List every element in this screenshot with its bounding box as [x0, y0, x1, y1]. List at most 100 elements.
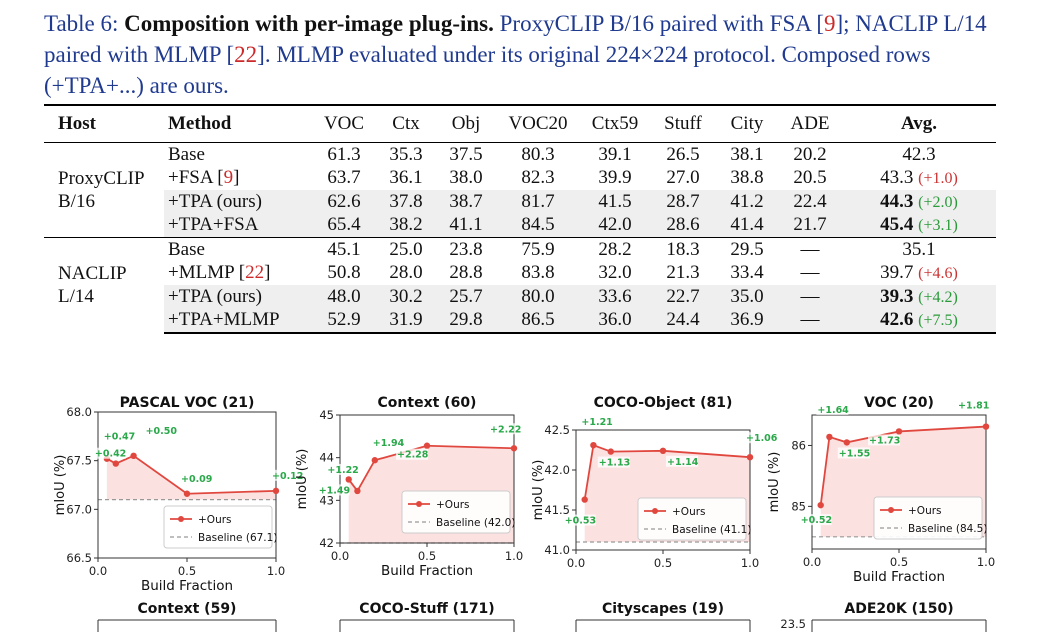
annotation-bg: [144, 424, 177, 436]
y-axis-label: mIoU (%): [53, 455, 68, 516]
chart-title: Cityscapes (19): [602, 601, 724, 617]
value-cell: 18.3: [650, 237, 716, 262]
chart-title: Context (60): [378, 395, 477, 411]
gain-annotation: +1.64: [817, 405, 849, 416]
table-row: ProxyCLIP B/16 Base 61.3 35.3 37.5 80.3 39.1 26.…: [44, 143, 996, 212]
y-tick-label: 23.5: [780, 617, 806, 631]
value-cell: 25.7: [436, 285, 496, 309]
x-tick-label: 1.0: [267, 564, 285, 578]
x-tick-label: 0.5: [418, 549, 436, 563]
data-point: [746, 454, 754, 461]
host-name: ProxyCLIP: [58, 167, 145, 189]
host-cell: ProxyCLIP B/16: [44, 143, 164, 238]
gain-area: [106, 455, 277, 500]
y-tick-label: 41.5: [544, 503, 570, 517]
value-cell: 21.3: [666, 262, 700, 284]
y-tick-label: 67.0: [66, 502, 92, 516]
value-cell: 29.8: [436, 308, 496, 334]
value-cell: 75.9: [496, 237, 580, 262]
data-point: [982, 423, 990, 430]
caption-cite-2[interactable]: 22: [234, 42, 258, 67]
caption-label: Table 6:: [44, 11, 119, 36]
table-row: +FSA [9] 63.7 36.1 38.0 82.3 39.9 27.0 38.8 20.5…: [44, 167, 996, 191]
y-tick-label: 85: [791, 499, 806, 513]
header-stuff: Stuff: [650, 104, 716, 143]
legend-series-marker: [652, 508, 658, 514]
avg-cell: 39.3 (+4.2): [842, 285, 996, 309]
x-tick-label: 0.5: [178, 564, 196, 578]
y-axis-label: mIoU (%): [295, 449, 310, 510]
header-ctx: Ctx: [376, 104, 436, 143]
value-cell: 38.2: [376, 213, 436, 238]
y-tick-label: 66.5: [66, 551, 92, 565]
value-cell: 41.5: [580, 190, 650, 214]
y-tick-label: 42: [319, 536, 334, 550]
annotation-bg: [666, 455, 698, 467]
caption-title: Composition with per-image plug-ins.: [124, 11, 494, 36]
figure-charts: PASCAL VOC (21) 66.5 67.0 67.5 68.0 0.0 0.5 1.0…: [0, 385, 1063, 632]
value-cell: 28.8: [449, 262, 483, 284]
value-cell: —: [800, 262, 820, 284]
annotation-bg: [317, 484, 350, 496]
data-point: [130, 452, 137, 459]
value-cell: 41.2: [716, 190, 778, 214]
avg-cell: 35.1: [842, 237, 996, 262]
x-tick-label: 0.0: [89, 564, 107, 578]
gain-annotation: +2.22: [490, 424, 521, 435]
value-cell: 39.9: [598, 167, 632, 189]
value-cell: 31.9: [376, 308, 436, 334]
header-city: City: [716, 104, 778, 143]
gain-annotation: +0.42: [95, 449, 126, 460]
avg-cell: 43.3 (+1.0): [842, 167, 996, 191]
data-point: [423, 442, 431, 449]
x-tick-label: 0.0: [567, 556, 585, 570]
caption-cite-1[interactable]: 9: [823, 11, 836, 36]
legend-series-label: +Ours: [436, 499, 470, 511]
x-tick-label: 1.0: [741, 556, 759, 570]
value-cell: 41.4: [716, 213, 778, 238]
header-voc20: VOC20: [496, 104, 580, 143]
gain-annotation: +1.22: [327, 465, 358, 476]
y-tick-label: 86: [791, 438, 806, 452]
method-citation[interactable]: 22: [245, 262, 265, 284]
legend-series-label: +Ours: [198, 514, 232, 526]
method-cell: +TPA (ours): [164, 285, 312, 309]
value-cell: —: [778, 237, 842, 262]
gain-annotation: +1.06: [746, 433, 778, 444]
legend-baseline-label: Baseline (67.1): [198, 532, 277, 544]
value-cell: 65.4: [312, 213, 376, 238]
value-cell: 38.7: [436, 190, 496, 214]
table-row: +TPA+FSA 65.4 38.2 41.1 84.5 42.0 28.6 41.4 21.7…: [44, 213, 996, 238]
value-cell: 81.7: [496, 190, 580, 214]
y-axis-label: mIoU (%): [531, 460, 546, 521]
legend-baseline-label: Baseline (84.5): [908, 523, 987, 535]
legend-series-label: +Ours: [672, 506, 706, 518]
value-cell: 22.7: [650, 285, 716, 309]
gain-annotation: +1.55: [839, 448, 870, 459]
gain-annotation: +1.94: [373, 438, 405, 449]
data-point: [581, 496, 588, 503]
value-cell: —: [778, 285, 842, 309]
value-cell: 27.0: [666, 167, 700, 189]
method-citation[interactable]: 9: [223, 167, 234, 189]
value-cell: 30.2: [376, 285, 436, 309]
value-cell: 38.8: [730, 167, 764, 189]
value-cell: 38.1: [730, 143, 764, 165]
avg-cell: 45.4 (+3.1): [842, 213, 996, 238]
table-row: +TPA+MLMP 52.9 31.9 29.8 86.5 36.0 24.4 36.9—42…: [44, 308, 996, 334]
host-name: NACLIP: [58, 262, 127, 284]
value-cell: 80.0: [496, 285, 580, 309]
data-point: [371, 457, 378, 464]
gain-annotation: +0.53: [565, 516, 596, 527]
gain-annotation: +0.52: [801, 515, 832, 526]
x-tick-label: 0.5: [890, 555, 908, 569]
legend-series-marker: [178, 516, 184, 522]
value-cell: 36.9: [716, 308, 778, 334]
avg-value: 43.3: [880, 167, 914, 189]
y-axis-label: mIoU (%): [767, 452, 782, 513]
value-cell: 63.7: [327, 167, 361, 189]
value-cell: 29.5: [716, 237, 778, 262]
charts-svg: PASCAL VOC (21) 66.5 67.0 67.5 68.0 0.0 0.5 1.0…: [53, 395, 995, 632]
avg-cell: 44.3 (+2.0): [842, 190, 996, 214]
y-tick-label: 67.5: [66, 454, 92, 468]
